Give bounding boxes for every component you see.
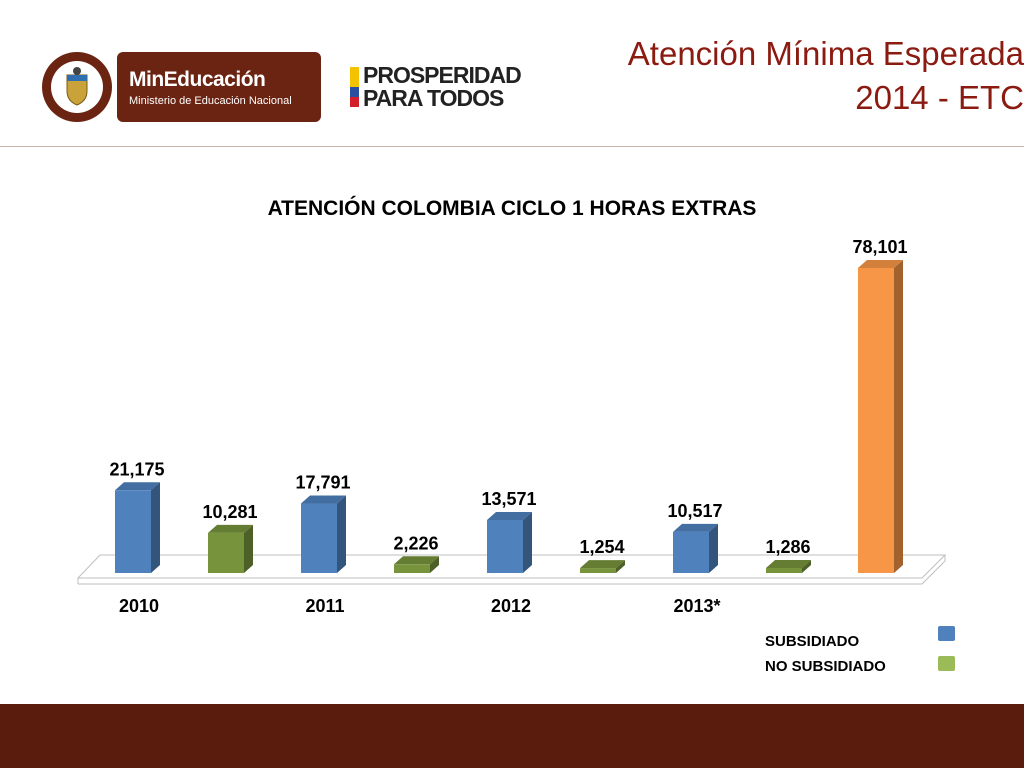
chart-title: ATENCIÓN COLOMBIA CICLO 1 HORAS EXTRAS bbox=[267, 197, 757, 220]
bar-subsidiado-2013-side bbox=[709, 523, 718, 573]
bar-subsidiado-2011-top bbox=[301, 495, 346, 504]
bar-no-subsidiado-2013 bbox=[766, 567, 802, 573]
bar-subsidiado-2013-top bbox=[673, 523, 718, 532]
bar-no-subsidiado-2013-side bbox=[802, 559, 811, 573]
x-tick-label: 2011 bbox=[305, 596, 344, 616]
slogan-line-2: PARA TODOS bbox=[363, 85, 504, 111]
bar-no-subsidiado-2013-top bbox=[766, 559, 811, 568]
bar-subsidiado-2010-side bbox=[151, 482, 160, 573]
bar-no-subsidiado-2011-side bbox=[430, 556, 439, 573]
legend-swatch-subsidiado bbox=[938, 626, 955, 641]
shield-icon bbox=[66, 67, 88, 106]
bar-no-subsidiado-2011-top bbox=[394, 556, 439, 565]
logo-org-subtitle: Ministerio de Educación Nacional bbox=[129, 95, 292, 107]
bar-no-subsidiado-2012-side bbox=[616, 560, 625, 573]
chart-floor-edge bbox=[921, 560, 946, 585]
slide-title: Atención Mínima Esperada 2014 - ETC bbox=[628, 32, 1024, 120]
bar-subsidiado-2010-value-label: 21,175 bbox=[109, 459, 164, 479]
x-tick-label: 2013* bbox=[673, 596, 720, 616]
legend-label-no-subsidiado: NO SUBSIDIADO bbox=[765, 658, 886, 675]
x-tick-label: 2012 bbox=[491, 596, 531, 616]
bar-no-subsidiado-2012-top bbox=[580, 560, 625, 569]
legend-swatch-no-subsidiado bbox=[938, 656, 955, 671]
bar-subsidiado-2013 bbox=[673, 531, 709, 573]
header-divider bbox=[0, 146, 1024, 147]
prosperidad-logo: PROSPERIDAD PARA TODOS bbox=[363, 62, 522, 111]
bar-subsidiado-2010 bbox=[115, 490, 151, 573]
bar-subsidiado-2013-value-label: 10,517 bbox=[667, 501, 722, 521]
slide-title-line-1: Atención Mínima Esperada bbox=[627, 35, 1024, 72]
bar-chart: 21,175 10,281 2010 17,791 2,226 2011 13,571 1,2… bbox=[76, 237, 947, 616]
bar-subsidiado-2012-top bbox=[487, 512, 532, 521]
x-tick-label: 2010 bbox=[119, 596, 159, 616]
bar-no-subsidiado-2010-side bbox=[244, 524, 253, 573]
bar-subsidiado-2012 bbox=[487, 520, 523, 573]
legend-label-subsidiado: SUBSIDIADO bbox=[765, 633, 860, 650]
bar-total-projection-top bbox=[858, 260, 903, 268]
bar-subsidiado-2011-side bbox=[337, 495, 346, 573]
slogan-line-1: PROSPERIDAD bbox=[363, 62, 522, 88]
bar-no-subsidiado-2012 bbox=[580, 568, 616, 573]
bar-no-subsidiado-2011 bbox=[394, 564, 430, 573]
mineducacion-logo: MinEducación Ministerio de Educación Nac… bbox=[117, 52, 321, 122]
colombia-crest-logo bbox=[42, 52, 112, 122]
bar-total-projection bbox=[858, 268, 894, 573]
bar-subsidiado-2012-side bbox=[523, 512, 532, 573]
footer-bar bbox=[0, 704, 1024, 768]
bar-no-subsidiado-2010-top bbox=[208, 524, 253, 533]
colombia-flag-icon bbox=[350, 67, 359, 107]
bar-total-projection-side bbox=[894, 260, 903, 573]
crest-emblem bbox=[51, 61, 103, 113]
bar-no-subsidiado-2010-value-label: 10,281 bbox=[202, 502, 257, 522]
bar-subsidiado-2010-top bbox=[115, 482, 160, 491]
bar-no-subsidiado-2011-value-label: 2,226 bbox=[393, 533, 438, 553]
bar-subsidiado-2011-value-label: 17,791 bbox=[295, 473, 350, 493]
bar-subsidiado-2012-value-label: 13,571 bbox=[481, 489, 536, 509]
logo-org-name: MinEducación bbox=[129, 68, 266, 91]
bar-no-subsidiado-2012-value-label: 1,254 bbox=[579, 537, 624, 557]
bar-total-projection-value-label: 78,101 bbox=[852, 237, 907, 257]
slide-header: MinEducación Ministerio de Educación Nac… bbox=[0, 0, 1024, 146]
slide-title-line-2: 2014 - ETC bbox=[855, 79, 1024, 116]
bar-no-subsidiado-2010 bbox=[208, 532, 244, 573]
bar-subsidiado-2011 bbox=[301, 503, 337, 573]
bar-no-subsidiado-2013-value-label: 1,286 bbox=[765, 537, 810, 557]
